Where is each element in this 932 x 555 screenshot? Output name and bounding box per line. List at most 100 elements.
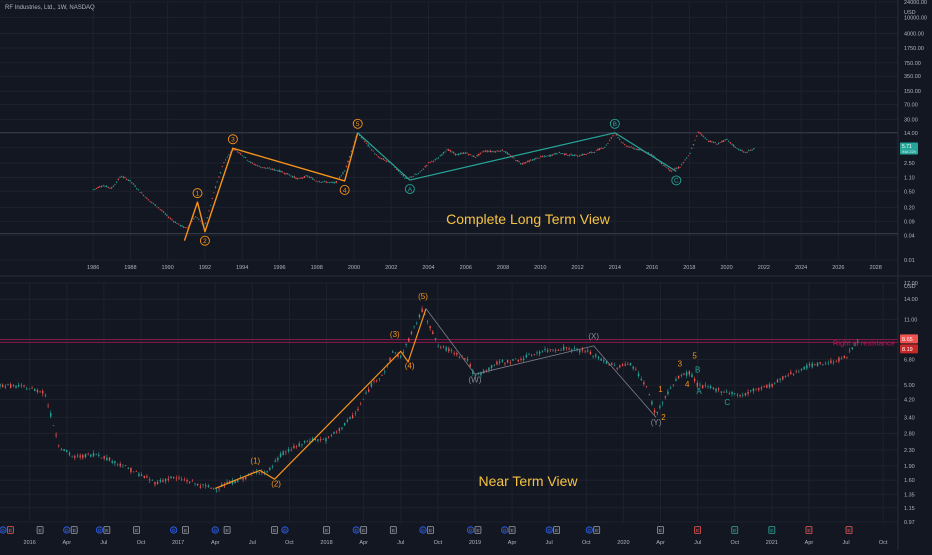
candle-body	[758, 388, 760, 390]
candle-body	[605, 144, 607, 146]
candle-body	[409, 177, 411, 178]
event-marker-label: E	[362, 528, 365, 534]
price-tick-label: 150.00	[904, 89, 921, 95]
candle-body	[603, 360, 605, 362]
candle-body	[514, 358, 517, 360]
candle-body	[848, 350, 851, 352]
candle-body	[572, 155, 574, 156]
candle-body	[484, 150, 487, 152]
candle-body	[453, 352, 455, 354]
candle-body	[557, 349, 560, 351]
candle-body	[489, 150, 492, 152]
candle-body	[117, 178, 120, 180]
candle-body	[776, 379, 779, 383]
event-marker-label: E	[429, 528, 432, 534]
candle-body	[748, 150, 750, 151]
time-tick-label: 2026	[832, 265, 844, 271]
candle-body	[377, 156, 379, 158]
candle-body	[103, 456, 105, 459]
candle-body	[513, 157, 515, 159]
candle-body	[159, 479, 162, 482]
candle-body	[536, 352, 538, 354]
candle-body	[744, 393, 747, 396]
price-tick-label: 5.00	[904, 383, 915, 389]
candle-body	[360, 137, 363, 138]
event-marker-label: E	[555, 528, 558, 534]
candle-body	[699, 384, 701, 386]
time-tick-label: 2010	[534, 265, 546, 271]
candle-body	[543, 155, 545, 157]
candle-body	[281, 171, 284, 173]
candle-body	[461, 153, 463, 154]
candle-body	[295, 446, 298, 447]
wave-label: 2	[661, 413, 666, 422]
candle-body	[540, 156, 542, 157]
candle-body	[233, 149, 235, 151]
candle-body	[285, 173, 287, 175]
candle-body	[283, 173, 286, 174]
candle-body	[298, 177, 301, 179]
long-term-pane[interactable]: 24000.0010000.004000.001750.00750.00350.…	[0, 0, 927, 271]
wave-label: (Y)	[651, 418, 662, 427]
candle-body	[587, 350, 589, 352]
candle-body	[555, 153, 557, 155]
candle-body	[343, 170, 346, 172]
candle-body	[706, 139, 708, 140]
candle-body	[413, 326, 415, 327]
price-tick-label: 0.09	[904, 219, 915, 225]
event-marker-label: E	[135, 528, 138, 534]
candle-body	[472, 370, 474, 375]
earnings-marker	[103, 526, 111, 534]
candle-body	[611, 363, 613, 365]
candle-body	[496, 150, 498, 152]
wave-label: (4)	[405, 362, 415, 371]
candle-body	[558, 152, 560, 153]
candle-body	[843, 355, 845, 359]
price-tick-label: 10000.00	[904, 15, 927, 21]
near-term-pane[interactable]: 17.0014.0011.008.606.805.004.203.402.802…	[0, 281, 918, 546]
candle-body	[493, 365, 495, 367]
event-marker-label: E	[659, 528, 662, 534]
candle-body	[172, 221, 175, 222]
candle-body	[34, 388, 36, 392]
candle-body	[92, 453, 95, 457]
candle-body	[468, 154, 470, 155]
candle-body	[699, 132, 701, 134]
candle-body	[172, 477, 175, 479]
candle-body	[446, 149, 448, 151]
candle-body	[727, 140, 730, 142]
candle-body	[297, 178, 299, 180]
earnings-marker	[427, 526, 434, 534]
candle-body	[503, 151, 505, 152]
wave-label: (W)	[469, 376, 482, 385]
candle-body	[149, 201, 151, 202]
candle-body	[351, 415, 354, 419]
candle-body	[814, 364, 816, 366]
candle-body	[226, 156, 228, 158]
candle-body	[573, 154, 576, 157]
candle-body	[746, 152, 748, 153]
candle-body	[237, 480, 239, 482]
candle-body	[568, 155, 571, 156]
earnings-marker	[271, 526, 278, 534]
candle-body	[142, 194, 145, 196]
candle-body	[188, 482, 191, 483]
candle-body	[109, 187, 111, 189]
candle-body	[74, 456, 76, 458]
candle-body	[381, 374, 383, 376]
candle-body	[683, 373, 685, 375]
candle-body	[691, 148, 693, 149]
candle-body	[243, 156, 245, 158]
candle-body	[90, 454, 92, 457]
candle-body	[439, 155, 441, 157]
candle-body	[667, 168, 669, 170]
candle-body	[851, 347, 853, 350]
candle-body	[424, 166, 426, 167]
earnings-marker	[593, 526, 601, 534]
candle-body	[454, 153, 457, 155]
candle-body	[245, 477, 247, 480]
candle-body	[204, 223, 207, 224]
candle-body	[584, 351, 586, 353]
candle-body	[167, 217, 170, 218]
